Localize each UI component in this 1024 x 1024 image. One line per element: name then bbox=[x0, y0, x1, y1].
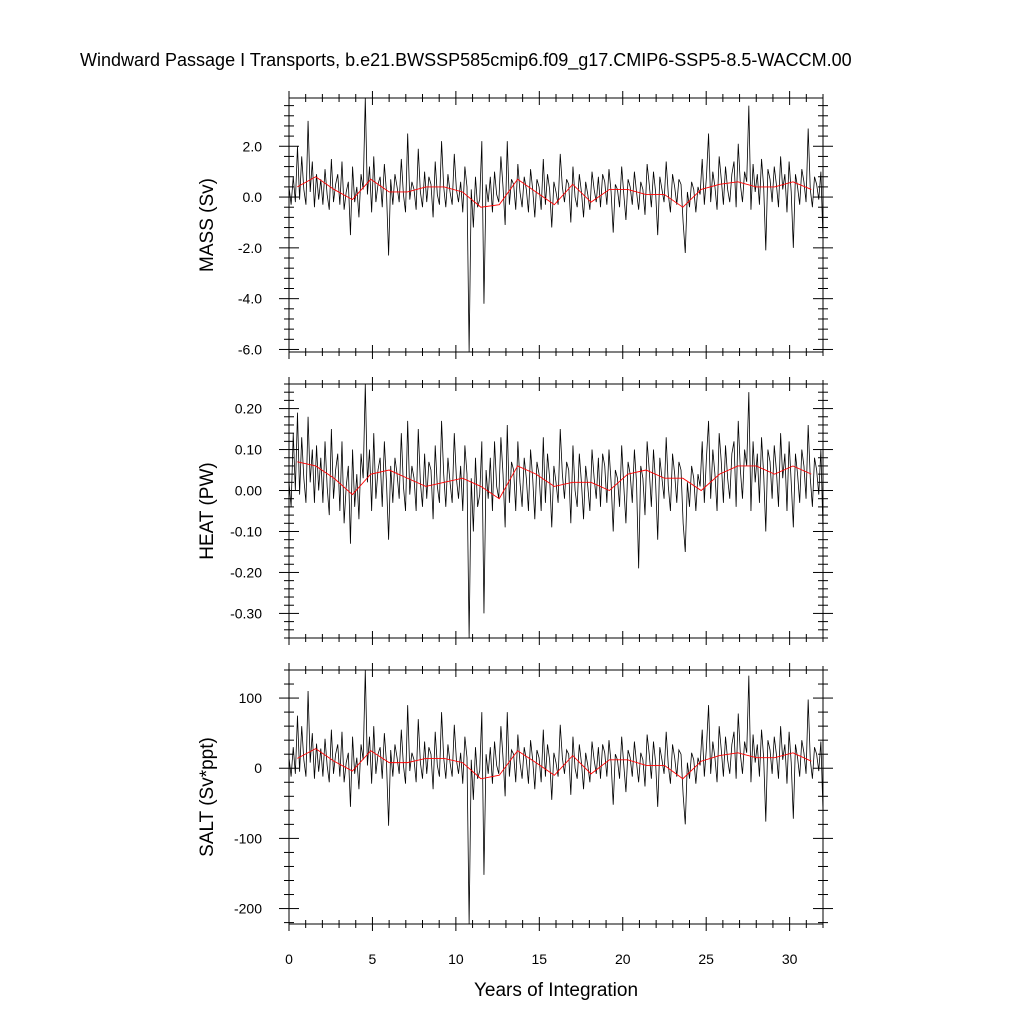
panel-2: 0.20 0.10 0.00 -0.10 -0.20 -0.30 HEAT (PW) bbox=[197, 377, 833, 645]
y-tick-label: 0.0 bbox=[243, 189, 263, 205]
panel-3: 100 0 -100 -200 SALT (Sv*ppt) bbox=[197, 663, 833, 931]
y-tick-label: -2.0 bbox=[238, 240, 262, 256]
panels: 2.0 0.0 -2.0 -4.0 -6.0 MASS (Sv) 0.20 0.10 0.00 -… bbox=[197, 91, 833, 967]
y-axis-title: HEAT (PW) bbox=[197, 462, 218, 559]
chart-title: Windward Passage I Transports, b.e21.BWS… bbox=[80, 50, 852, 71]
x-tick-label: 30 bbox=[782, 951, 798, 967]
x-tick-label: 5 bbox=[369, 951, 377, 967]
annual-mean-series-line bbox=[297, 748, 812, 780]
y-tick-label: -6.0 bbox=[238, 341, 262, 357]
panel-1: 2.0 0.0 -2.0 -4.0 -6.0 MASS (Sv) bbox=[197, 91, 833, 359]
x-tick-label: 20 bbox=[615, 951, 631, 967]
y-tick-label: 0.20 bbox=[235, 401, 262, 417]
monthly-series-line bbox=[288, 669, 824, 925]
y-tick-label: -100 bbox=[234, 830, 262, 846]
plot-frame bbox=[288, 669, 824, 925]
y-tick-label: 2.0 bbox=[243, 138, 263, 154]
monthly-series-line bbox=[288, 383, 824, 639]
annual-mean-series-line bbox=[297, 461, 812, 500]
y-tick-label: -0.30 bbox=[230, 605, 262, 621]
y-tick-label: 100 bbox=[239, 690, 263, 706]
y-tick-label: 0 bbox=[254, 760, 262, 776]
x-tick-label: 10 bbox=[448, 951, 464, 967]
plot-frame bbox=[288, 383, 824, 639]
x-tick-label: 15 bbox=[532, 951, 548, 967]
y-tick-label: -0.20 bbox=[230, 564, 262, 580]
plot-frame bbox=[288, 97, 824, 353]
y-axis-title: MASS (Sv) bbox=[197, 178, 218, 272]
monthly-series-line bbox=[288, 97, 824, 353]
x-axis-title: Years of Integration bbox=[474, 980, 638, 1001]
y-tick-label: -0.10 bbox=[230, 523, 262, 539]
y-tick-label: 0.10 bbox=[235, 442, 262, 458]
x-tick-label: 25 bbox=[698, 951, 714, 967]
y-tick-label: 0.00 bbox=[235, 483, 262, 499]
y-tick-label: -4.0 bbox=[238, 291, 262, 307]
annual-mean-series-line bbox=[297, 176, 812, 208]
x-tick-label: 0 bbox=[285, 951, 293, 967]
y-axis-title: SALT (Sv*ppt) bbox=[197, 737, 218, 857]
y-tick-label: -200 bbox=[234, 901, 262, 917]
